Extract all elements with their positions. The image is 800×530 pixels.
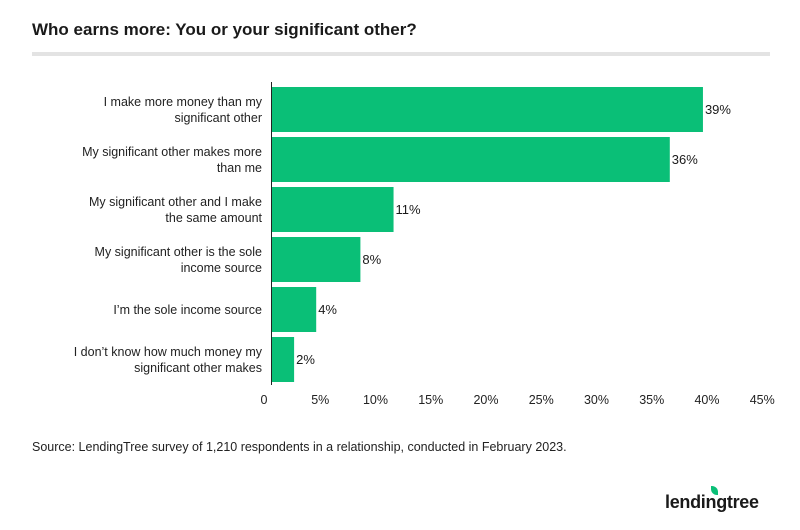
- category-label: I make more money than my significant oth…: [104, 95, 263, 125]
- source-note: Source: LendingTree survey of 1,210 resp…: [32, 440, 567, 454]
- bar-value-label: 39%: [705, 102, 731, 117]
- bar-value-label: 36%: [672, 152, 698, 167]
- category-label: My significant other makes more than me: [82, 145, 262, 175]
- x-tick-label: 10%: [363, 393, 388, 407]
- category-label: I’m the sole income source: [113, 303, 262, 317]
- leaf-icon: [710, 486, 718, 495]
- chart-title: Who earns more: You or your significant …: [32, 20, 417, 39]
- x-tick-label: 15%: [418, 393, 443, 407]
- x-tick-label: 30%: [584, 393, 609, 407]
- x-tick-label: 40%: [694, 393, 719, 407]
- category-label: I don’t know how much money my significan…: [74, 345, 263, 375]
- bar: [272, 237, 361, 282]
- x-tick-label: 0: [261, 393, 268, 407]
- lendingtree-logo: lendingtree: [665, 486, 766, 513]
- category-label: My significant other is the sole income s…: [95, 245, 262, 275]
- category-label: My significant other and I make the same …: [89, 195, 263, 225]
- bar-value-label: 2%: [296, 352, 315, 367]
- x-tick-label: 5%: [311, 393, 329, 407]
- bar-value-label: 11%: [396, 202, 421, 217]
- bar-value-label: 4%: [318, 302, 337, 317]
- bar: [272, 287, 317, 332]
- x-tick-label: 35%: [639, 393, 664, 407]
- bar-value-label: 8%: [362, 252, 381, 267]
- title-divider: [32, 52, 770, 56]
- x-tick-label: 45%: [750, 393, 775, 407]
- bar: [272, 87, 703, 132]
- bar-chart: 39% I make more money than my significant …: [74, 82, 775, 407]
- bar: [272, 187, 394, 232]
- bar: [272, 337, 295, 382]
- bar: [272, 137, 670, 182]
- x-tick-label: 20%: [473, 393, 498, 407]
- x-tick-label: 25%: [529, 393, 554, 407]
